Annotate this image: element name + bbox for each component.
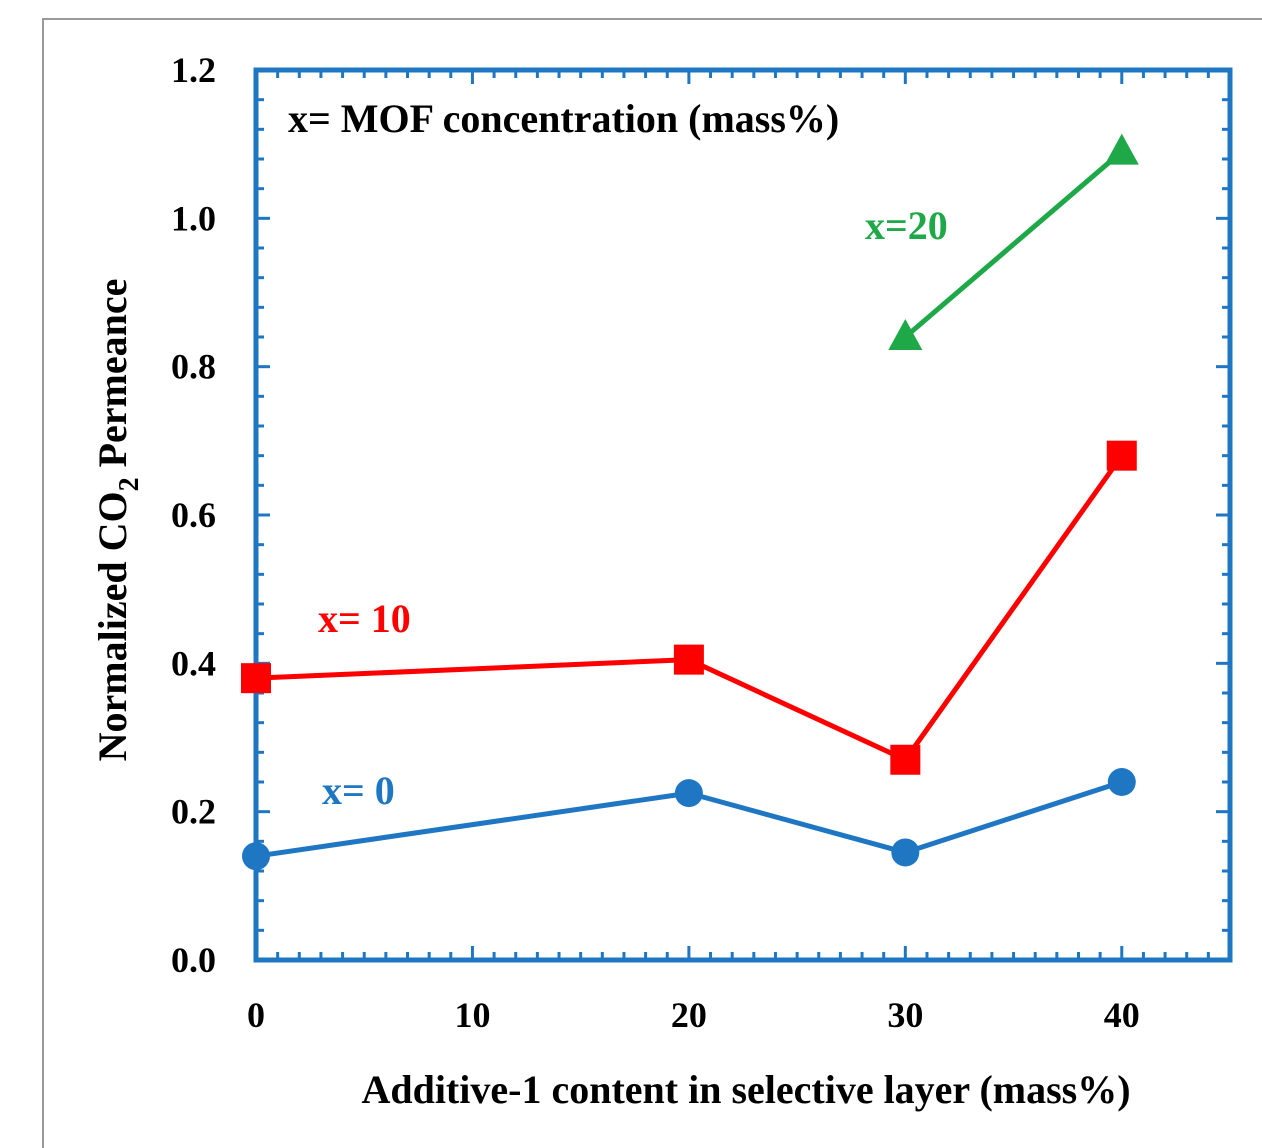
- data-point-square: [1107, 441, 1137, 471]
- plot-area: [256, 70, 1230, 960]
- annotation-mof: x= MOF concentration (mass%): [288, 96, 839, 141]
- series-layer: [241, 134, 1139, 871]
- data-point-square: [241, 663, 271, 693]
- series-label-x10: x= 10: [318, 596, 411, 641]
- data-point-square: [890, 745, 920, 775]
- data-point-circle: [675, 779, 703, 807]
- data-point-circle: [242, 842, 270, 870]
- y-tick-label: 1.2: [171, 50, 216, 90]
- y-tick-label: 0.8: [171, 347, 216, 387]
- x-tick-label: 30: [887, 995, 923, 1035]
- tick-marks: [256, 70, 1230, 960]
- y-tick-label: 0.6: [171, 495, 216, 535]
- y-tick-label: 0.0: [171, 940, 216, 980]
- y-tick-label: 0.2: [171, 792, 216, 832]
- data-point-circle: [1108, 768, 1136, 796]
- y-tick-label: 1.0: [171, 198, 216, 238]
- x-axis-title: Additive-1 content in selective layer (m…: [361, 1067, 1130, 1112]
- y-axis-title: Normalized CO2 Permeance: [90, 279, 145, 762]
- x-tick-label: 0: [247, 995, 265, 1035]
- data-point-square: [674, 645, 704, 675]
- x-tick-label: 40: [1104, 995, 1140, 1035]
- series-label-x20: x=20: [865, 203, 948, 248]
- x-tick-label: 20: [671, 995, 707, 1035]
- y-axis-title-tail: Permeance: [90, 279, 135, 478]
- y-axis-title-main: Normalized CO: [90, 491, 135, 761]
- data-point-triangle: [1105, 134, 1139, 165]
- y-axis-title-subscript: 2: [114, 477, 145, 491]
- y-tick-labels: 0.0 0.2 0.4 0.6 0.8 1.0 1.2: [171, 50, 216, 980]
- x-tick-label: 10: [454, 995, 490, 1035]
- series-label-x0: x= 0: [322, 768, 395, 813]
- x-tick-labels: 0 10 20 30 40: [247, 995, 1140, 1035]
- y-tick-label: 0.4: [171, 643, 216, 683]
- data-point-circle: [891, 838, 919, 866]
